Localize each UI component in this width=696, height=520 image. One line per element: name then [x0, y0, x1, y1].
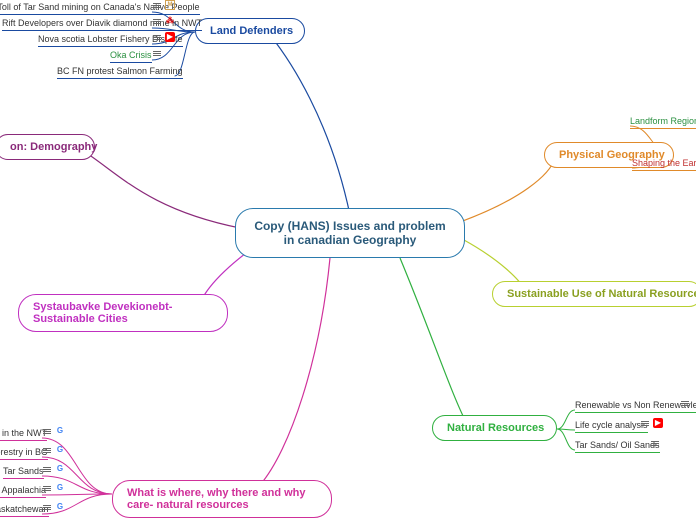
google-icon: G: [55, 502, 65, 512]
youtube-icon: ▶: [165, 32, 175, 42]
notes-icon: [152, 16, 162, 26]
leaf-item[interactable]: Forestry in BC: [0, 447, 48, 460]
leaf-icons: [680, 398, 690, 408]
branch-land-defenders[interactable]: Land Defenders: [195, 18, 305, 44]
notes-icon: [42, 502, 52, 512]
leaf-icons: [152, 48, 162, 58]
leaf-icons: M: [152, 0, 175, 10]
link-icon: M: [165, 0, 175, 10]
leaf-item[interactable]: Renewable vs Non Renewavle: [575, 400, 696, 413]
notes-icon: [42, 426, 52, 436]
leaf-icons: ⁂: [152, 16, 175, 26]
leaf-item[interactable]: Tar Sands: [3, 466, 44, 479]
leaf-item[interactable]: Tar Sands/ Oil Sands: [575, 440, 660, 453]
leaf-item[interactable]: ds in the NWT: [0, 428, 47, 441]
branch-demography[interactable]: on: Demography: [0, 134, 95, 160]
leaf-icons: G: [42, 483, 65, 493]
leaf-icons: ▶: [152, 32, 175, 42]
cbc-icon: ⁂: [165, 16, 175, 26]
branch-sustainable-cities[interactable]: Systaubavke Devekionebt- Sustainable Cit…: [18, 294, 228, 332]
branch-natural-resources[interactable]: Natural Resources: [432, 415, 557, 441]
notes-icon: [640, 418, 650, 428]
leaf-item[interactable]: BC FN protest Salmon Farming: [57, 66, 183, 79]
branch-what-where[interactable]: What is where, why there and why care- n…: [112, 480, 332, 518]
notes-icon: [152, 48, 162, 58]
branch-sustainable-resources[interactable]: Sustainable Use of Natural Resources: [492, 281, 696, 307]
youtube-icon: ▶: [653, 418, 663, 428]
leaf-icons: G: [42, 502, 65, 512]
leaf-item[interactable]: Landform Regions: [630, 116, 696, 129]
leaf-icons: [650, 438, 660, 448]
notes-icon: [42, 445, 52, 455]
notes-icon: [152, 32, 162, 42]
leaf-item[interactable]: Oka Crisis: [110, 50, 152, 63]
google-icon: G: [55, 426, 65, 436]
leaf-icons: ▶: [640, 418, 663, 428]
notes-icon: [42, 464, 52, 474]
notes-icon: [152, 0, 162, 10]
leaf-item[interactable]: Shaping the Earth: [632, 158, 696, 171]
google-icon: G: [55, 483, 65, 493]
leaf-item[interactable]: Life cycle analysis: [575, 420, 648, 433]
leaf-icons: G: [42, 464, 65, 474]
leaf-item[interactable]: In Appalachia: [0, 485, 46, 498]
leaf-icons: G: [42, 426, 65, 436]
notes-icon: [680, 398, 690, 408]
notes-icon: [650, 438, 660, 448]
google-icon: G: [55, 464, 65, 474]
google-icon: G: [55, 445, 65, 455]
notes-icon: [42, 483, 52, 493]
leaf-icons: G: [42, 445, 65, 455]
center-node[interactable]: Copy (HANS) Issues and problem in canadi…: [235, 208, 465, 258]
